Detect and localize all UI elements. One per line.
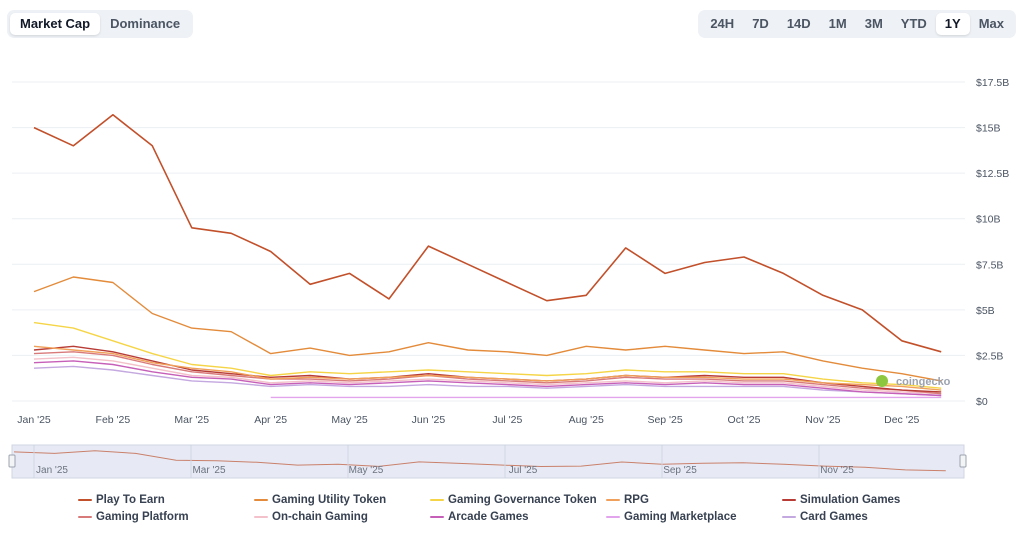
legend-item-gaming-utility-token[interactable]: Gaming Utility Token bbox=[254, 492, 430, 507]
range-1m[interactable]: 1M bbox=[828, 16, 847, 31]
series-line-gaming-governance-token bbox=[33, 321, 942, 389]
range-7d[interactable]: 7D bbox=[752, 16, 769, 31]
x-tick-label: Apr '25 bbox=[254, 414, 287, 426]
series-line-on-chain-gaming bbox=[33, 356, 942, 395]
legend-swatch bbox=[782, 498, 796, 501]
series-line-gaming-platform bbox=[33, 351, 942, 395]
navigator-tick-label: Nov '25 bbox=[820, 465, 854, 476]
market-cap-chart[interactable]: $0 $2.5B $5B $7.5B $10B $12.5B $15B $17.5B Jan '… bbox=[0, 0, 1024, 490]
legend-swatch bbox=[78, 515, 92, 518]
legend-label: On-chain Gaming bbox=[272, 510, 368, 523]
range-3m[interactable]: 3M bbox=[864, 16, 883, 31]
series-line-card-games bbox=[33, 365, 942, 397]
x-tick-label: Dec '25 bbox=[884, 414, 919, 426]
range-1y[interactable]: 1Y bbox=[935, 13, 970, 35]
y-tick-label: $7.5B bbox=[976, 259, 1003, 271]
y-tick-label: $0 bbox=[976, 396, 988, 408]
tab-market-cap[interactable]: Market Cap bbox=[10, 13, 101, 35]
range-14d[interactable]: 14D bbox=[786, 16, 811, 31]
legend-item-gaming-governance-token[interactable]: Gaming Governance Token bbox=[430, 492, 606, 507]
chart-legend: Play To Earn Gaming Utility Token Gaming G… bbox=[78, 492, 978, 524]
y-tick-label: $17.5B bbox=[976, 77, 1009, 89]
y-tick-label: $12.5B bbox=[976, 168, 1009, 180]
navigator-tick-label: Jan '25 bbox=[36, 465, 68, 476]
x-tick-label: Feb '25 bbox=[96, 414, 131, 426]
legend-item-play-to-earn[interactable]: Play To Earn bbox=[78, 492, 254, 507]
legend-label: Simulation Games bbox=[800, 493, 901, 506]
series-line-rpg bbox=[33, 345, 942, 391]
tab-dominance[interactable]: Dominance bbox=[110, 16, 181, 31]
y-tick-label: $10B bbox=[976, 214, 1001, 226]
y-tick-label: $5B bbox=[976, 305, 995, 317]
time-range-selector: 24H 7D 14D 1M 3M YTD 1Y Max bbox=[698, 10, 1016, 38]
x-tick-label: Jul '25 bbox=[492, 414, 522, 426]
legend-item-on-chain-gaming[interactable]: On-chain Gaming bbox=[254, 509, 430, 524]
legend-label: Card Games bbox=[800, 510, 868, 523]
legend-label: Gaming Platform bbox=[96, 510, 189, 523]
legend-swatch bbox=[606, 515, 620, 518]
legend-swatch bbox=[254, 515, 268, 518]
legend-swatch bbox=[782, 515, 796, 518]
metric-tabs: Market Cap Dominance bbox=[7, 10, 194, 38]
navigator-handle-right[interactable] bbox=[959, 454, 967, 468]
x-tick-label: Nov '25 bbox=[805, 414, 840, 426]
legend-swatch bbox=[254, 498, 268, 501]
navigator-tick-label: Mar '25 bbox=[192, 465, 225, 476]
range-ytd[interactable]: YTD bbox=[900, 16, 927, 31]
legend-label: RPG bbox=[624, 493, 649, 506]
series-line-play-to-earn bbox=[33, 114, 942, 353]
x-tick-label: Sep '25 bbox=[647, 414, 682, 426]
legend-swatch bbox=[430, 515, 444, 518]
navigator-tick-label: May '25 bbox=[349, 465, 384, 476]
legend-label: Gaming Utility Token bbox=[272, 493, 387, 506]
coingecko-logo-icon bbox=[876, 375, 888, 387]
legend-label: Gaming Marketplace bbox=[624, 510, 737, 523]
navigator-tick-label: Jul '25 bbox=[509, 465, 538, 476]
navigator-handle-left[interactable] bbox=[8, 454, 16, 468]
y-tick-label: $2.5B bbox=[976, 350, 1003, 362]
legend-label: Play To Earn bbox=[96, 493, 165, 506]
x-tick-label: Aug '25 bbox=[569, 414, 604, 426]
x-tick-label: May '25 bbox=[331, 414, 368, 426]
legend-label: Gaming Governance Token bbox=[448, 493, 597, 506]
x-tick-label: Jun '25 bbox=[412, 414, 446, 426]
x-tick-label: Oct '25 bbox=[728, 414, 761, 426]
range-24h[interactable]: 24H bbox=[710, 16, 735, 31]
navigator-tick-label: Sep '25 bbox=[663, 465, 697, 476]
legend-swatch bbox=[606, 498, 620, 501]
legend-item-simulation-games[interactable]: Simulation Games bbox=[782, 492, 958, 507]
navigator-series-line bbox=[13, 450, 946, 472]
watermark-text: coingecko bbox=[896, 376, 951, 388]
range-navigator[interactable] bbox=[11, 444, 965, 479]
legend-item-arcade-games[interactable]: Arcade Games bbox=[430, 509, 606, 524]
legend-item-gaming-marketplace[interactable]: Gaming Marketplace bbox=[606, 509, 782, 524]
x-tick-label: Mar '25 bbox=[174, 414, 209, 426]
legend-item-card-games[interactable]: Card Games bbox=[782, 509, 958, 524]
y-tick-label: $15B bbox=[976, 123, 1001, 135]
x-tick-label: Jan '25 bbox=[17, 414, 51, 426]
range-max[interactable]: Max bbox=[978, 16, 1004, 31]
legend-item-rpg[interactable]: RPG bbox=[606, 492, 782, 507]
legend-swatch bbox=[430, 498, 444, 501]
legend-swatch bbox=[78, 498, 92, 501]
legend-item-gaming-platform[interactable]: Gaming Platform bbox=[78, 509, 254, 524]
series-line-arcade-games bbox=[33, 360, 942, 397]
series-line-gaming-utility-token bbox=[33, 276, 942, 382]
legend-label: Arcade Games bbox=[448, 510, 529, 523]
